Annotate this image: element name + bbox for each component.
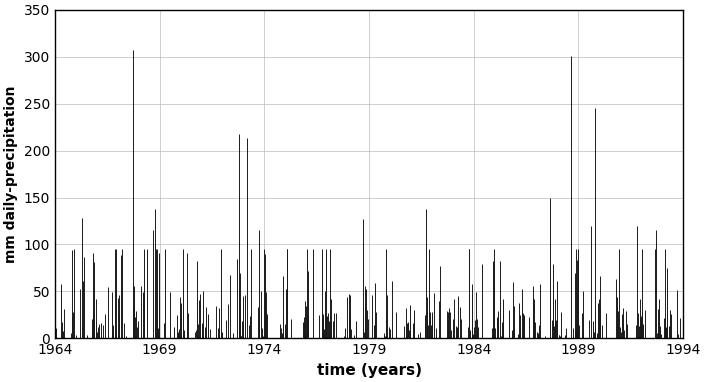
X-axis label: time (years): time (years) (317, 363, 422, 378)
Y-axis label: mm daily-precipitation: mm daily-precipitation (4, 85, 18, 263)
